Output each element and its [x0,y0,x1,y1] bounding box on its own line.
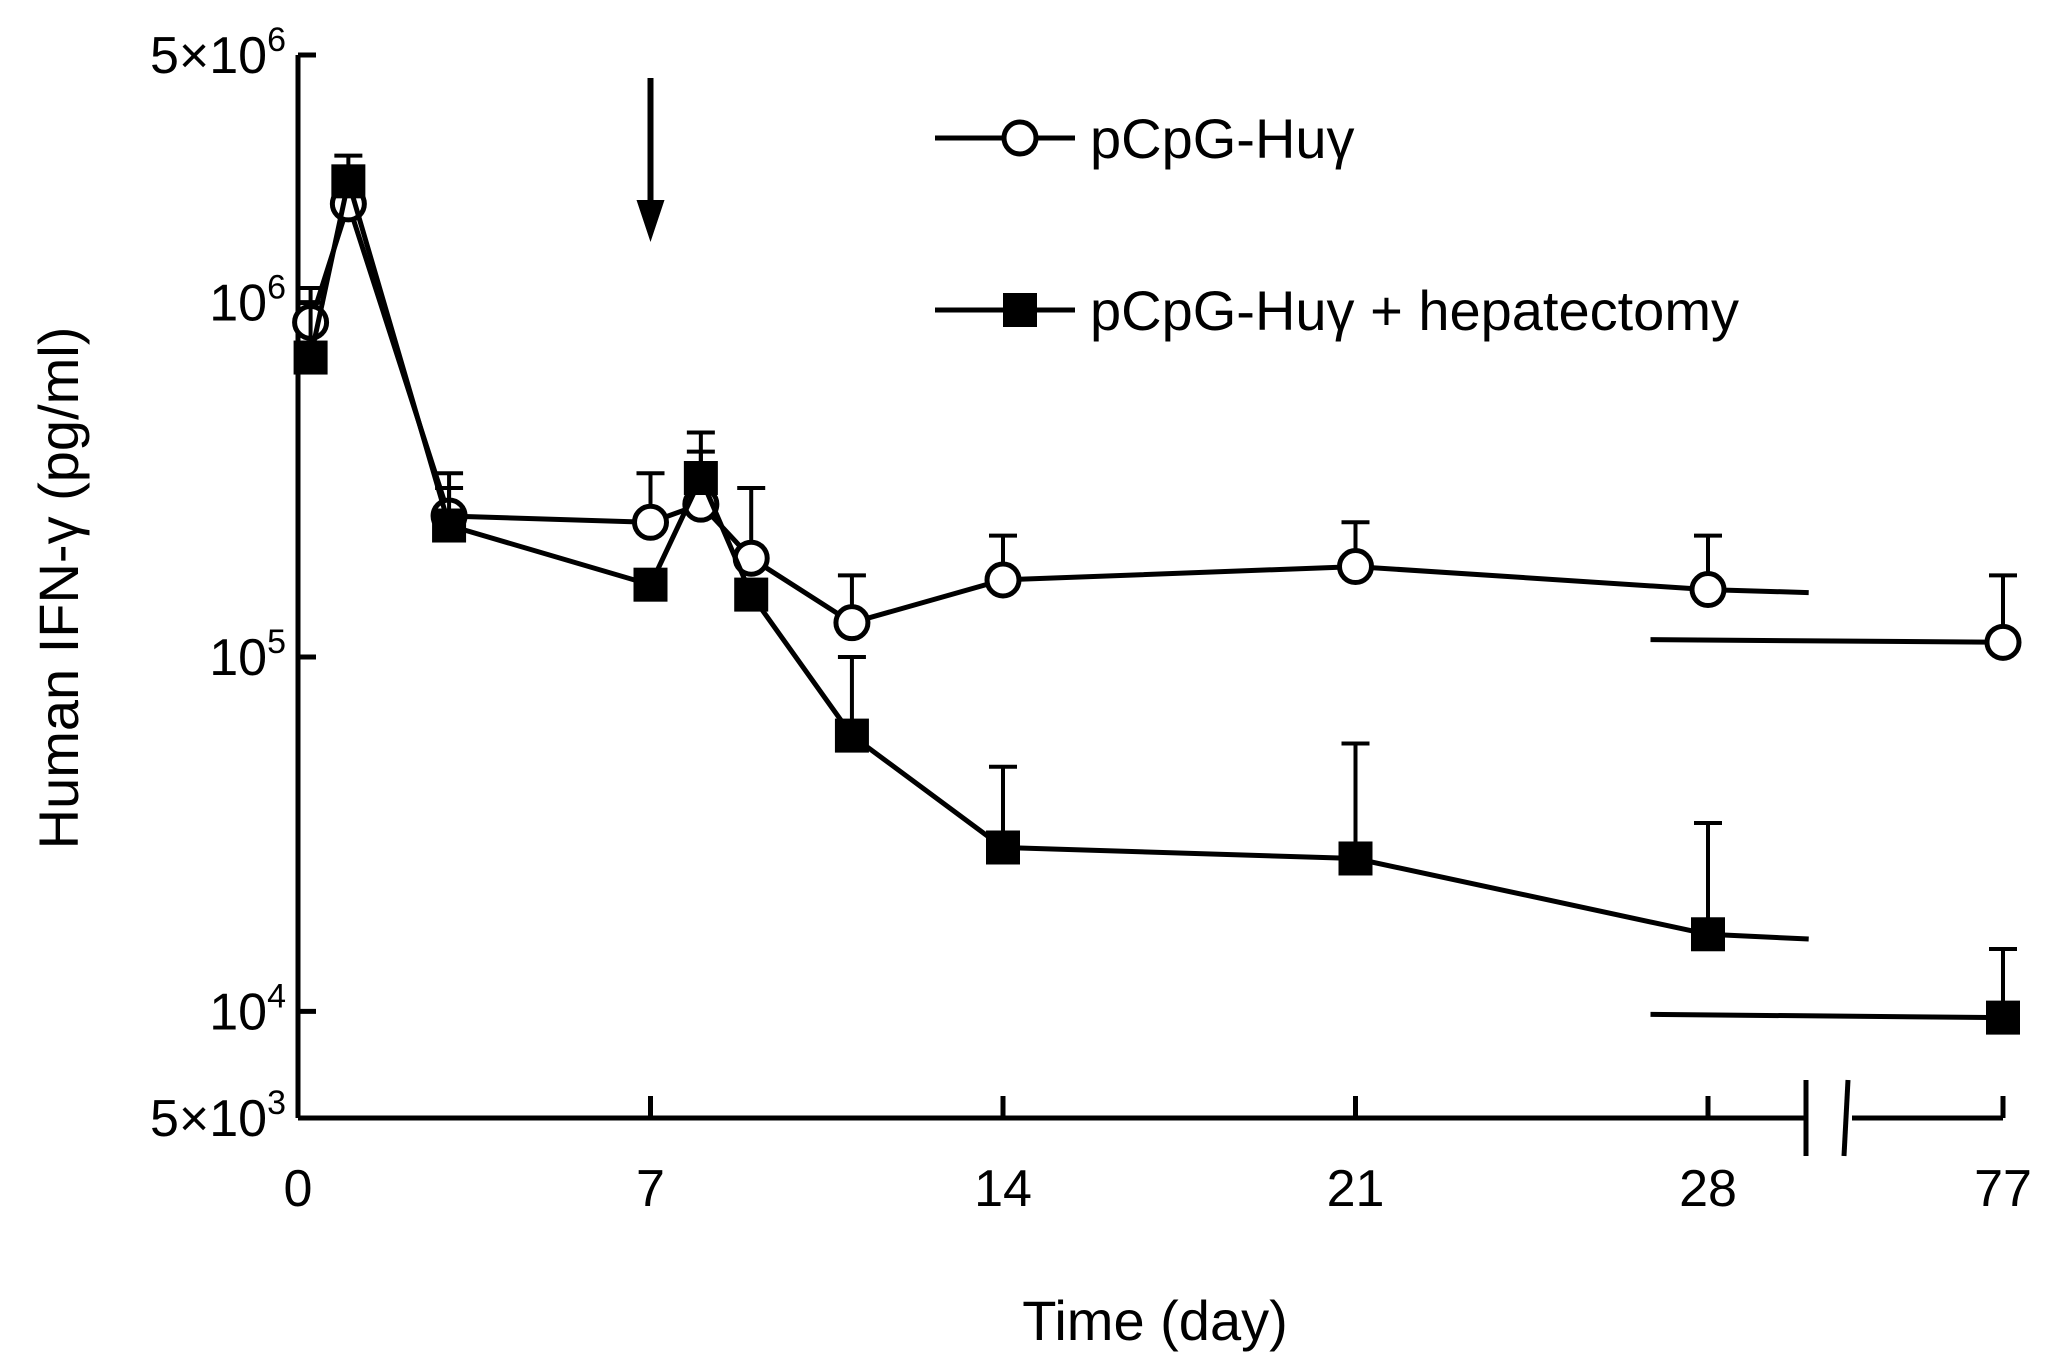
axes [295,55,2003,1157]
legend: pCpG-Huγ pCpG-Huγ + hepatectomy [935,107,1739,342]
legend-entry-pcpg-hu: pCpG-Huγ [935,107,1355,170]
legend-label: pCpG-Huγ [1090,107,1355,170]
data-point-open-circle [632,503,669,541]
series-pcpg-hu [292,165,2022,661]
y-tick-label: 104 [209,977,286,1041]
data-point-open-circle [984,561,1022,599]
series-pcpg-hu-hepatectomy [293,153,2020,1035]
data-point-open-circle [833,604,871,642]
y-tick-label: 5×103 [150,1084,286,1148]
legend-entry-pcpg-hu-hepatectomy: pCpG-Huγ + hepatectomy [935,279,1739,342]
data-point-filled-square [734,577,769,612]
data-point-filled-square [633,567,668,602]
annotations [636,78,665,242]
x-tick-label: 21 [1327,1160,1385,1218]
data-point-filled-square [683,461,718,496]
data-point-filled-square [293,340,328,375]
y-tick-label: 5×106 [150,21,286,85]
data-point-filled-square [986,830,1020,865]
x-axis-label: Time (day) [1022,1289,1288,1352]
data-point-open-circle [1984,623,2022,661]
data-point-filled-square [1691,917,1725,952]
series-line [1650,1011,2004,1021]
x-tick-label: 77 [1974,1160,2032,1218]
x-axis-ticks: 0 7 14 21 28 77 [284,1096,2032,1218]
series-layer [292,153,2022,1035]
series-line [1650,637,2004,645]
series-line [308,195,1809,626]
y-axis-label: Human IFN-γ (pg/ml) [27,327,90,850]
legend-marker-open-circle [1001,119,1039,157]
x-tick-label: 14 [974,1160,1032,1218]
x-tick-label: 7 [636,1160,665,1218]
y-tick-label: 105 [209,623,286,687]
data-point-filled-square [834,718,869,753]
data-point-filled-square [1986,1000,2020,1035]
data-point-filled-square [331,164,366,199]
data-point-filled-square [432,508,467,543]
axis-break-mark [1841,1079,1851,1157]
data-point-open-circle [1337,548,1374,586]
x-tick-label: 28 [1679,1160,1737,1218]
data-point-filled-square [1338,841,1373,876]
data-point-open-circle [1689,571,1727,609]
legend-label: pCpG-Huγ + hepatectomy [1090,279,1739,342]
legend-marker-filled-square [1003,293,1037,327]
y-tick-label: 106 [209,269,286,333]
arrow-head [636,200,665,242]
x-tick-label: 0 [284,1160,313,1218]
y-axis-ticks: 5×103 104 105 106 5×106 [150,21,316,1148]
